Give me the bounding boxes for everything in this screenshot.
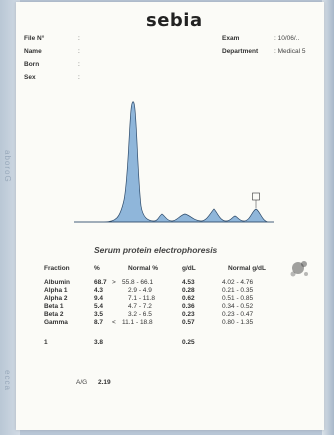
department-label: Department <box>222 48 259 55</box>
fraction-normal-pct: 4.7 - 7.2 <box>128 303 152 310</box>
fraction-name: Alpha 1 <box>44 287 68 294</box>
fraction-normal-pct: 11.1 - 18.8 <box>122 319 153 326</box>
ag-ratio-value: 2.19 <box>98 379 111 386</box>
background-edge-right <box>322 0 334 435</box>
fraction-pct: 3.5 <box>94 311 104 318</box>
table-row: Beta 2 3.5 3.2 - 6.5 0.23 0.23 - 0.47 <box>44 311 282 319</box>
fraction-flag <box>112 303 122 311</box>
name-colon: : <box>78 48 80 55</box>
edge-text-bottom: ecca <box>3 370 12 391</box>
fraction-normal-pct: 55.8 - 66.1 <box>122 279 154 286</box>
exam-label: Exam <box>222 35 240 42</box>
header-fraction: Fraction <box>44 265 70 272</box>
fraction-name: Beta 1 <box>44 303 64 310</box>
extra-fraction-gdl: 0.25 <box>182 339 195 346</box>
fraction-name: Gamma <box>44 319 68 326</box>
densitometry-trace <box>74 101 274 223</box>
fraction-pct: 68.7 <box>94 279 107 286</box>
sex-colon: : <box>78 74 80 81</box>
fraction-normal-gdl: 0.34 - 0.52 <box>222 303 254 310</box>
background-edge-left <box>0 0 20 435</box>
exam-value: : 10/06/.. <box>274 35 300 42</box>
sebia-logo: sebia <box>146 10 203 31</box>
ink-smudge <box>290 261 308 277</box>
fraction-flag: > <box>112 279 116 286</box>
table-row: Beta 1 5.4 4.7 - 7.2 0.36 0.34 - 0.52 <box>44 303 282 311</box>
table-header-row: Fraction % Normal % g/dL Normal g/dL <box>44 265 282 279</box>
fraction-flag: < <box>112 319 116 326</box>
born-colon: : <box>78 61 80 68</box>
table-row: Gamma 8.7 < 11.1 - 18.8 0.57 0.80 - 1.35 <box>44 319 282 327</box>
fraction-name: Albumin <box>44 279 70 286</box>
table-row-extra: 1 3.8 0.25 <box>44 339 282 347</box>
header-pct: % <box>94 265 100 272</box>
name-label: Name <box>24 48 42 55</box>
fraction-normal-gdl: 0.80 - 1.35 <box>222 319 254 326</box>
fraction-gdl: 0.23 <box>182 311 195 318</box>
fraction-flag <box>112 287 122 295</box>
table-row: Albumin 68.7 > 55.8 - 66.1 4.53 4.02 - 4… <box>44 279 282 287</box>
file-number-label: File N° <box>24 35 45 42</box>
fraction-normal-pct: 2.9 - 4.9 <box>128 287 152 294</box>
chart-title: Serum protein electrophoresis <box>94 245 218 255</box>
extra-fraction-name: 1 <box>44 339 48 346</box>
fraction-normal-gdl: 0.23 - 0.47 <box>222 311 254 318</box>
fraction-gdl: 4.53 <box>182 279 195 286</box>
cursor-marker <box>252 192 260 201</box>
fraction-normal-gdl: 0.51 - 0.85 <box>222 295 254 302</box>
department-value: : Medical 5 <box>274 48 306 55</box>
edge-text-top: aboroG <box>3 150 12 183</box>
fraction-name: Beta 2 <box>44 311 64 318</box>
fraction-flag <box>112 295 122 303</box>
fraction-gdl: 0.62 <box>182 295 195 302</box>
fraction-normal-gdl: 0.21 - 0.35 <box>222 287 254 294</box>
header-normal-gdl: Normal g/dL <box>228 265 266 272</box>
report-paper: sebia File N° : Name : Born : Sex : Exam… <box>16 2 324 430</box>
table-row: Alpha 1 4.3 2.9 - 4.9 0.28 0.21 - 0.35 <box>44 287 282 295</box>
extra-fraction-pct: 3.8 <box>94 339 104 346</box>
fraction-gdl: 0.28 <box>182 287 195 294</box>
fraction-normal-gdl: 4.02 - 4.76 <box>222 279 254 286</box>
fraction-gdl: 0.57 <box>182 319 195 326</box>
born-label: Born <box>24 61 40 68</box>
header-normal-pct: Normal % <box>128 265 158 272</box>
fraction-normal-pct: 3.2 - 6.5 <box>128 311 152 318</box>
fraction-pct: 5.4 <box>94 303 104 310</box>
fraction-pct: 9.4 <box>94 295 104 302</box>
file-number-colon: : <box>78 35 80 42</box>
fraction-name: Alpha 2 <box>44 295 68 302</box>
fraction-pct: 4.3 <box>94 287 104 294</box>
fraction-pct: 8.7 <box>94 319 104 326</box>
table-row: Alpha 2 9.4 7.1 - 11.8 0.62 0.51 - 0.85 <box>44 295 282 303</box>
fraction-table: Fraction % Normal % g/dL Normal g/dL Alb… <box>44 265 282 347</box>
ag-ratio-label: A/G <box>76 379 88 386</box>
header-gdl: g/dL <box>182 265 196 272</box>
sex-label: Sex <box>24 74 36 81</box>
fraction-gdl: 0.36 <box>182 303 195 310</box>
electropherogram <box>74 101 274 223</box>
fraction-normal-pct: 7.1 - 11.8 <box>128 295 155 302</box>
fraction-flag <box>112 311 122 319</box>
